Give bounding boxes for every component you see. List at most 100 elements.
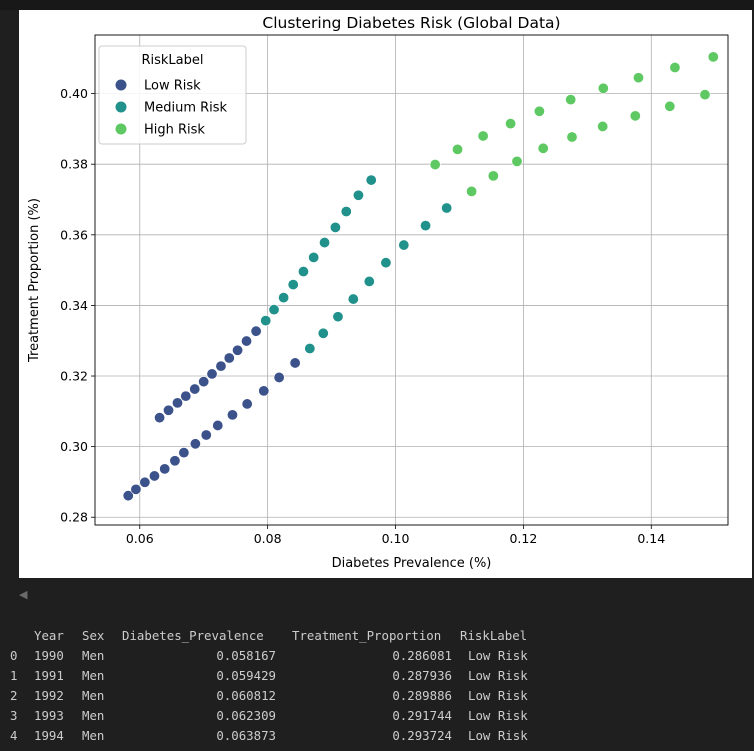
table-row: 2 1992 Men 0.060812 0.289886 Low Risk bbox=[0, 686, 754, 706]
cell-diabetes-prevalence: 0.060812 bbox=[216, 688, 276, 703]
cell-year: 1993 bbox=[34, 708, 64, 723]
data-point bbox=[466, 185, 478, 197]
data-point bbox=[329, 221, 341, 233]
cell-sex: Men bbox=[82, 668, 105, 683]
data-point bbox=[365, 174, 377, 186]
data-point bbox=[289, 357, 301, 369]
cell-diabetes-prevalence: 0.063873 bbox=[216, 728, 276, 743]
data-point bbox=[452, 143, 464, 155]
cell-sex: Men bbox=[82, 708, 105, 723]
column-header: Treatment_Proportion bbox=[292, 628, 442, 643]
table-row: 4 1994 Men 0.063873 0.293724 Low Risk bbox=[0, 726, 754, 746]
data-point bbox=[287, 279, 299, 291]
data-point bbox=[669, 61, 681, 73]
data-point bbox=[420, 220, 432, 232]
cell-treatment-proportion: 0.293724 bbox=[392, 728, 452, 743]
y-axis-label: Treatment Proportion (%) bbox=[27, 198, 42, 363]
cell-risk-label: Low Risk bbox=[468, 728, 528, 743]
data-point bbox=[566, 131, 578, 143]
data-point bbox=[260, 315, 272, 327]
data-point bbox=[189, 383, 201, 395]
cell-diabetes-prevalence: 0.062309 bbox=[216, 708, 276, 723]
row-index: 3 bbox=[10, 708, 18, 723]
chart-title: Clustering Diabetes Risk (Global Data) bbox=[262, 14, 560, 32]
cell-diabetes-prevalence: 0.058167 bbox=[216, 648, 276, 663]
column-header: Year bbox=[34, 628, 64, 643]
data-point bbox=[707, 51, 719, 63]
x-axis-label: Diabetes Prevalence (%) bbox=[332, 556, 492, 571]
cell-diabetes-prevalence: 0.059429 bbox=[216, 668, 276, 683]
cell-year: 1992 bbox=[34, 688, 64, 703]
data-point bbox=[178, 447, 190, 459]
data-point bbox=[139, 476, 151, 488]
data-point bbox=[122, 490, 134, 502]
legend-marker bbox=[115, 101, 127, 113]
data-point bbox=[154, 412, 166, 424]
data-point bbox=[429, 159, 441, 171]
data-point bbox=[223, 352, 235, 364]
data-point bbox=[363, 275, 375, 287]
column-header: Diabetes_Prevalence bbox=[122, 628, 264, 643]
data-point bbox=[189, 438, 201, 450]
column-header: RiskLabel bbox=[460, 628, 528, 643]
data-point bbox=[241, 398, 253, 410]
data-point bbox=[297, 266, 309, 278]
data-point bbox=[332, 311, 344, 323]
data-point bbox=[226, 409, 238, 421]
data-point bbox=[398, 239, 410, 251]
cell-treatment-proportion: 0.287936 bbox=[392, 668, 452, 683]
series-low-risk bbox=[122, 325, 301, 502]
data-point bbox=[169, 455, 181, 467]
dataframe-header: Year Sex Diabetes_Prevalence Treatment_Prop… bbox=[0, 626, 754, 646]
data-point bbox=[215, 360, 227, 372]
data-point bbox=[180, 390, 192, 402]
data-point bbox=[171, 397, 183, 409]
data-point bbox=[347, 293, 359, 305]
data-point bbox=[487, 170, 499, 182]
column-header: Sex bbox=[82, 628, 105, 643]
x-tick-label: 0.08 bbox=[254, 531, 282, 546]
y-tick-label: 0.28 bbox=[60, 510, 88, 525]
data-point bbox=[537, 142, 549, 154]
table-row: 1 1991 Men 0.059429 0.287936 Low Risk bbox=[0, 666, 754, 686]
data-point bbox=[273, 371, 285, 383]
x-tick-label: 0.10 bbox=[382, 531, 410, 546]
data-point bbox=[319, 237, 331, 249]
data-point bbox=[308, 251, 320, 263]
data-point bbox=[212, 419, 224, 431]
cell-sex: Men bbox=[82, 688, 105, 703]
data-point bbox=[477, 130, 489, 142]
cell-risk-label: Low Risk bbox=[468, 688, 528, 703]
row-index: 4 bbox=[10, 728, 18, 743]
y-tick-label: 0.34 bbox=[60, 298, 88, 313]
cell-year: 1994 bbox=[34, 728, 64, 743]
series-high-risk bbox=[429, 51, 719, 197]
data-point bbox=[699, 89, 711, 101]
legend-marker bbox=[115, 79, 127, 91]
cell-treatment-proportion: 0.286081 bbox=[392, 648, 452, 663]
data-point bbox=[317, 327, 329, 339]
data-point bbox=[159, 463, 171, 475]
legend-label: Low Risk bbox=[144, 79, 201, 94]
data-point bbox=[505, 118, 517, 130]
y-tick-label: 0.38 bbox=[60, 157, 88, 172]
x-tick-label: 0.12 bbox=[509, 531, 537, 546]
data-point bbox=[232, 344, 244, 356]
data-point bbox=[629, 110, 641, 122]
data-point bbox=[148, 470, 160, 482]
data-point bbox=[268, 304, 280, 316]
x-tick-label: 0.14 bbox=[637, 531, 665, 546]
legend-label: High Risk bbox=[144, 123, 205, 138]
cell-risk-label: Low Risk bbox=[468, 708, 528, 723]
data-point bbox=[597, 82, 609, 94]
legend-label: Medium Risk bbox=[144, 101, 228, 116]
scroll-left-icon[interactable]: ◀ bbox=[19, 588, 28, 601]
data-point bbox=[200, 429, 212, 441]
y-tick-label: 0.30 bbox=[60, 439, 88, 454]
data-point bbox=[441, 202, 453, 214]
data-point bbox=[258, 385, 270, 397]
x-tick-label: 0.06 bbox=[126, 531, 154, 546]
table-row: 3 1993 Men 0.062309 0.291744 Low Risk bbox=[0, 706, 754, 726]
cell-year: 1991 bbox=[34, 668, 64, 683]
data-point bbox=[340, 206, 352, 218]
